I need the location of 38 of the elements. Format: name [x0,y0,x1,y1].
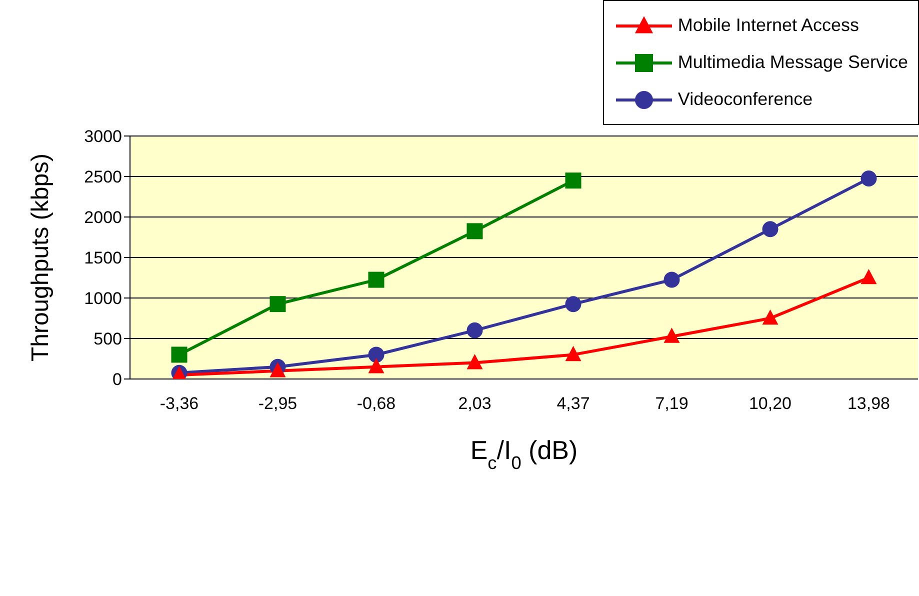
point [762,221,778,238]
point [466,223,483,240]
y-tick-label: 1500 [84,248,122,268]
legend-label: Multimedia Message Service [678,52,908,73]
x-tick-label: 10,20 [748,394,792,414]
point [466,354,483,370]
legend-label: Videoconference [678,89,813,110]
point [664,328,680,343]
point [368,358,384,374]
legend-label: Mobile Internet Access [678,15,859,36]
point [762,309,778,325]
point [860,170,877,187]
x-tick-label: 2,03 [458,394,492,414]
y-tick-label: 0 [112,370,122,390]
point [565,296,582,312]
y-axis-title: Throughputs (kbps) [27,153,54,362]
x-tick-label: 7,19 [655,394,688,414]
y-tick-label: 2500 [84,168,122,187]
point [270,296,286,312]
x-tick-label: 4,37 [556,394,590,414]
point [270,362,286,378]
point [565,172,582,189]
point [368,272,384,288]
y-tick-label: 3000 [84,127,122,146]
x-axis-title: E$_{c}$/I$_{0}$ (dB) [470,435,578,473]
point [368,346,384,363]
point [565,346,582,362]
x-tick-label: 13,98 [847,394,890,414]
point [466,322,483,338]
x-tick-label: -2,95 [258,394,298,414]
point [860,268,877,284]
x-tick-label: -3,36 [160,394,199,414]
y-tick-label: 500 [94,330,122,349]
x-tick-label: -0,68 [356,394,396,414]
y-tick-label: 2000 [84,208,122,228]
point [171,346,188,363]
point [664,272,680,288]
y-tick-label: 1000 [84,289,122,308]
